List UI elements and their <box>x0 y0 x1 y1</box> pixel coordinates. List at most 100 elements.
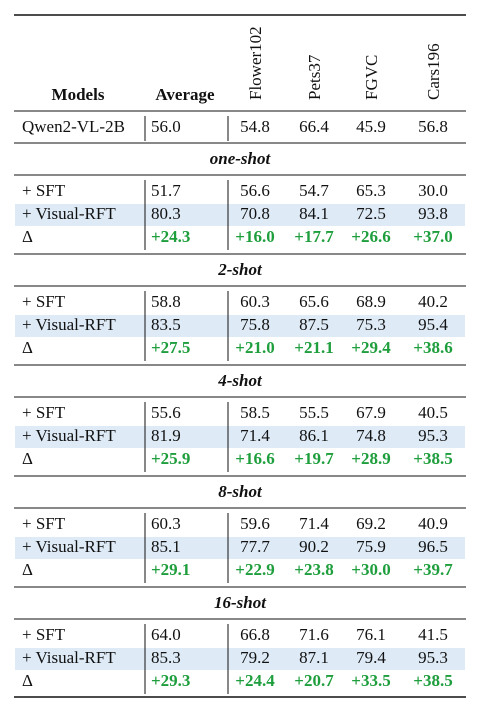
cell: +37.0 <box>413 227 452 246</box>
cell: 56.6 <box>240 181 270 200</box>
cell: 96.5 <box>418 537 448 556</box>
row-label: + Visual-RFT <box>22 537 116 556</box>
row-label: + SFT <box>22 181 66 200</box>
cell: 68.9 <box>356 292 386 311</box>
cell: 66.8 <box>240 625 270 644</box>
cell: 66.4 <box>299 117 329 136</box>
cell: +28.9 <box>351 449 390 468</box>
cell: 95.3 <box>418 648 448 667</box>
section-title: 8-shot <box>218 482 263 501</box>
row-label: + SFT <box>22 625 66 644</box>
dataset-header: FGVC <box>362 55 381 100</box>
cell: 30.0 <box>418 181 448 200</box>
row-label: + SFT <box>22 403 66 422</box>
cell: +29.3 <box>151 671 190 690</box>
cell: 67.9 <box>356 403 386 422</box>
cell: 60.3 <box>151 514 181 533</box>
cell: +24.4 <box>235 671 275 690</box>
cell: 86.1 <box>299 426 329 445</box>
cell: +29.1 <box>151 560 190 579</box>
cell: 65.3 <box>356 181 386 200</box>
cell: 51.7 <box>151 181 181 200</box>
row-label: + SFT <box>22 514 66 533</box>
cell: 55.6 <box>151 403 181 422</box>
cell: 45.9 <box>356 117 386 136</box>
row-highlight <box>15 204 465 226</box>
cell: 75.3 <box>356 315 386 334</box>
cell: 72.5 <box>356 204 386 223</box>
cell: 76.1 <box>356 625 386 644</box>
cell: +27.5 <box>151 338 190 357</box>
cell: +38.6 <box>413 338 452 357</box>
cell: 85.1 <box>151 537 181 556</box>
cell: 41.5 <box>418 625 448 644</box>
cell: 71.4 <box>299 514 329 533</box>
cell: +38.5 <box>413 449 452 468</box>
cell: 77.7 <box>240 537 270 556</box>
cell: 71.4 <box>240 426 270 445</box>
row-label: + Visual-RFT <box>22 426 116 445</box>
row-highlight <box>15 315 465 337</box>
cell: 40.9 <box>418 514 448 533</box>
cell: 90.2 <box>299 537 329 556</box>
cell: +25.9 <box>151 449 190 468</box>
cell: 75.9 <box>356 537 386 556</box>
cell: 54.7 <box>299 181 329 200</box>
dataset-header: Pets37 <box>305 54 324 100</box>
cell: +19.7 <box>294 449 334 468</box>
cell: +29.4 <box>351 338 391 357</box>
cell: 84.1 <box>299 204 329 223</box>
cell: 56.8 <box>418 117 448 136</box>
cell: +21.1 <box>294 338 333 357</box>
section-title: 2-shot <box>217 260 263 279</box>
cell: +38.5 <box>413 671 452 690</box>
cell: +16.0 <box>235 227 274 246</box>
cell: 60.3 <box>240 292 270 311</box>
cell: 87.5 <box>299 315 329 334</box>
row-highlight <box>15 648 465 670</box>
cell: +17.7 <box>294 227 334 246</box>
cell: 69.2 <box>356 514 386 533</box>
cell: 85.3 <box>151 648 181 667</box>
cell: 40.2 <box>418 292 448 311</box>
cell: +33.5 <box>351 671 390 690</box>
cell: +16.6 <box>235 449 274 468</box>
row-label: Δ <box>22 560 33 579</box>
dataset-header: Flower102 <box>246 26 265 100</box>
cell: +21.0 <box>235 338 274 357</box>
row-highlight <box>15 426 465 448</box>
row-label: + SFT <box>22 292 66 311</box>
cell: 54.8 <box>240 117 270 136</box>
models-header: Models <box>52 85 105 104</box>
cell: +39.7 <box>413 560 453 579</box>
cell: 81.9 <box>151 426 181 445</box>
cell: 75.8 <box>240 315 270 334</box>
cell: 79.2 <box>240 648 270 667</box>
row-label: + Visual-RFT <box>22 204 116 223</box>
cell: 79.4 <box>356 648 386 667</box>
row-label: Δ <box>22 449 33 468</box>
section-title: one-shot <box>210 149 272 168</box>
row-label: Δ <box>22 671 33 690</box>
cell: +30.0 <box>351 560 390 579</box>
cell: 87.1 <box>299 648 329 667</box>
cell: 58.5 <box>240 403 270 422</box>
cell: 74.8 <box>356 426 386 445</box>
cell: 93.8 <box>418 204 448 223</box>
cell: +24.3 <box>151 227 190 246</box>
cell: 56.0 <box>151 117 181 136</box>
section-title: 16-shot <box>214 593 267 612</box>
cell: 64.0 <box>151 625 181 644</box>
cell: 70.8 <box>240 204 270 223</box>
cell: 71.6 <box>299 625 329 644</box>
cell: +23.8 <box>294 560 333 579</box>
cell: +22.9 <box>235 560 274 579</box>
row-label: + Visual-RFT <box>22 648 116 667</box>
cell: 95.4 <box>418 315 448 334</box>
average-header: Average <box>155 85 215 104</box>
cell: 58.8 <box>151 292 181 311</box>
cell: +20.7 <box>294 671 334 690</box>
cell: 83.5 <box>151 315 181 334</box>
row-highlight <box>15 537 465 559</box>
